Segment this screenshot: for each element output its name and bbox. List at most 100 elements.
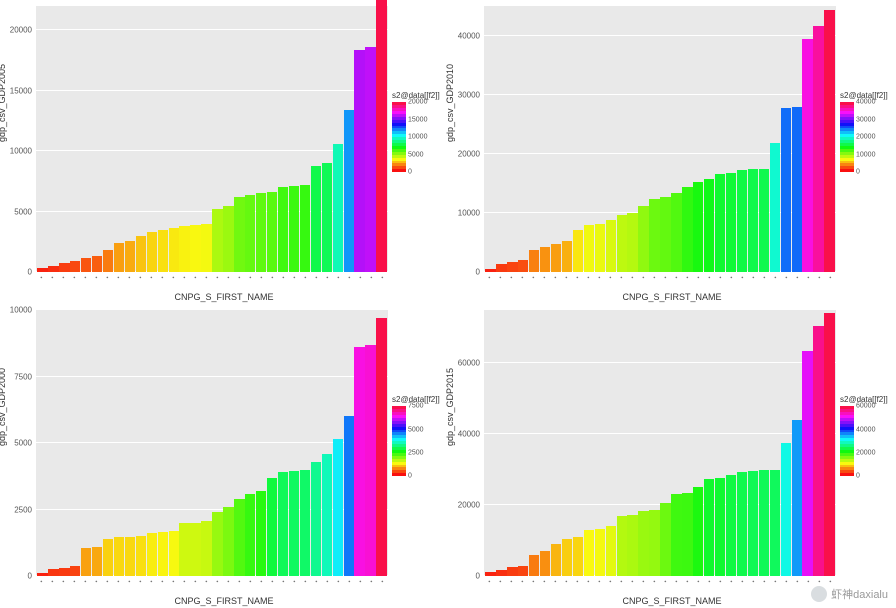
x-tick: • — [806, 275, 812, 281]
bars — [484, 310, 836, 576]
bar — [234, 197, 244, 272]
bar — [781, 108, 791, 272]
bar — [344, 110, 354, 272]
x-tick: • — [575, 275, 581, 281]
bar — [584, 530, 594, 576]
x-tick: • — [740, 579, 746, 585]
x-tick: • — [630, 579, 636, 585]
bar — [92, 256, 102, 272]
plot-area — [484, 310, 836, 576]
bar — [212, 209, 222, 272]
x-tick: • — [531, 579, 537, 585]
x-tick: • — [806, 579, 812, 585]
bar — [179, 523, 189, 576]
x-tick: • — [564, 275, 570, 281]
x-tick: • — [608, 579, 614, 585]
bar — [103, 250, 113, 272]
x-tick: • — [729, 579, 735, 585]
watermark: 虾神daxialu — [811, 586, 888, 602]
y-tick: 15000 — [10, 86, 32, 95]
bar — [715, 478, 725, 576]
x-tick: • — [336, 275, 342, 281]
bar — [693, 182, 703, 272]
bar — [158, 532, 168, 576]
bar — [507, 262, 517, 272]
bar — [333, 439, 343, 576]
x-tick: • — [619, 275, 625, 281]
bar — [201, 521, 211, 576]
bar — [322, 454, 332, 576]
bar — [354, 347, 364, 576]
legend-label: 20000 — [856, 134, 875, 141]
x-tick: • — [61, 579, 67, 585]
x-tick: • — [652, 579, 658, 585]
x-tick: • — [674, 275, 680, 281]
x-tick: • — [116, 579, 122, 585]
x-tick: • — [39, 579, 45, 585]
y-tick: 5000 — [14, 439, 32, 448]
bar — [256, 193, 266, 272]
bar — [48, 569, 58, 576]
bar — [234, 499, 244, 576]
bar — [365, 47, 375, 272]
x-tick: • — [314, 275, 320, 281]
bar — [485, 572, 495, 576]
y-tick: 2500 — [14, 505, 32, 514]
watermark-text: 虾神daxialu — [831, 586, 888, 602]
x-tick: • — [751, 275, 757, 281]
bar — [737, 170, 747, 272]
x-tick: • — [72, 275, 78, 281]
y-axis-label: gdp_csv_GDP2005 — [0, 64, 7, 142]
legend-label: 5000 — [408, 151, 424, 158]
bar — [573, 230, 583, 272]
bar — [671, 494, 681, 576]
bar — [671, 193, 681, 272]
legend-label: 20000 — [856, 449, 875, 456]
bar — [627, 213, 637, 272]
bar — [562, 539, 572, 576]
bar — [496, 264, 506, 272]
x-tick: • — [553, 275, 559, 281]
bar — [278, 472, 288, 576]
x-tick: • — [369, 275, 375, 281]
x-tick: • — [149, 275, 155, 281]
x-tick: • — [182, 275, 188, 281]
x-tick: • — [685, 275, 691, 281]
bar — [245, 195, 255, 272]
bar — [376, 318, 386, 576]
bar — [169, 531, 179, 576]
y-tick: 60000 — [458, 359, 480, 368]
x-tick: • — [105, 275, 111, 281]
bar — [70, 261, 80, 272]
x-tick: • — [509, 579, 515, 585]
x-tick: • — [729, 275, 735, 281]
bar — [289, 186, 299, 272]
y-tick: 10000 — [458, 208, 480, 217]
x-axis-label: CNPG_S_FIRST_NAME — [622, 292, 721, 302]
bar — [518, 566, 528, 576]
x-tick: • — [358, 275, 364, 281]
x-tick: • — [358, 579, 364, 585]
bar — [573, 537, 583, 576]
x-tick: • — [237, 579, 243, 585]
x-tick: • — [94, 579, 100, 585]
bar — [529, 250, 539, 272]
x-tick: • — [740, 275, 746, 281]
bar — [660, 503, 670, 576]
x-tick: • — [784, 275, 790, 281]
bar — [802, 39, 812, 272]
y-tick: 7500 — [14, 372, 32, 381]
bar — [759, 470, 769, 576]
x-tick: • — [718, 579, 724, 585]
x-tick: • — [127, 275, 133, 281]
bar — [223, 507, 233, 576]
bar — [289, 471, 299, 576]
x-tick: • — [160, 275, 166, 281]
bar — [726, 475, 736, 576]
x-tick: • — [531, 275, 537, 281]
bar — [540, 551, 550, 576]
x-tick: • — [663, 275, 669, 281]
x-tick: • — [336, 579, 342, 585]
x-tick: • — [314, 579, 320, 585]
x-tick: • — [509, 275, 515, 281]
